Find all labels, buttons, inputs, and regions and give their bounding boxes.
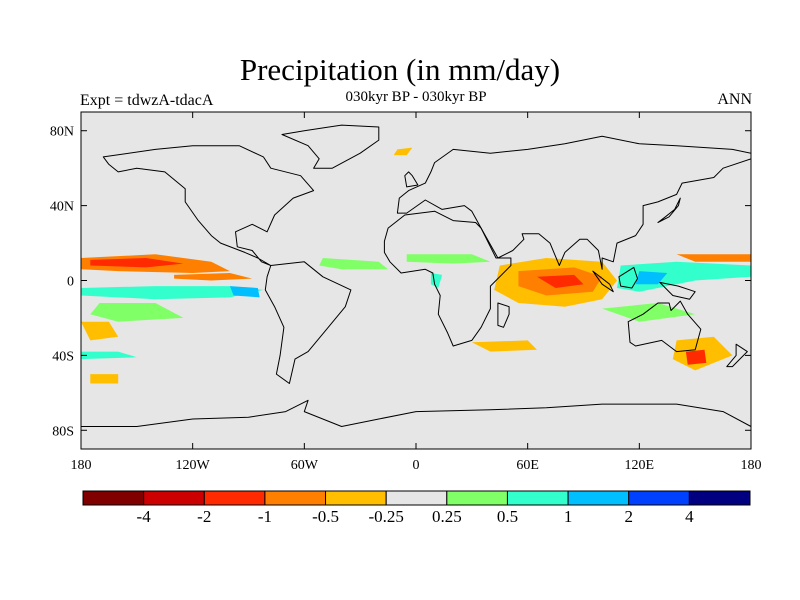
anomaly-south-pacific-wet-band: [81, 286, 264, 300]
anomaly-southern-indian-dry: [471, 340, 537, 352]
colorbar-swatch: [82, 490, 145, 506]
anomaly-southwest-pacific-dry: [81, 321, 119, 341]
coastline-madagascar: [497, 302, 510, 328]
colorbar-swatch: [567, 490, 630, 506]
coastline-antarctica-coast: [81, 399, 751, 427]
colorbar-label: 0.25: [432, 507, 462, 526]
plot-title: Precipitation (in mm/day): [239, 52, 561, 87]
coastline-borneo: [618, 266, 638, 289]
colorbar-label: -4: [137, 507, 152, 526]
coastline-new-guinea: [659, 281, 696, 300]
lon-label: 60W: [291, 458, 319, 473]
coastline-australia: [627, 300, 702, 353]
coastline-layer: [81, 124, 751, 427]
anomaly-north-atlantic-dry: [393, 147, 413, 156]
coastline-africa: [383, 210, 512, 347]
colorbar-swatch: [325, 490, 387, 506]
anomaly-southern-ocean-pacific-wet: [81, 351, 137, 360]
season-label: ANN: [717, 91, 752, 108]
coastline-greenland: [281, 124, 380, 169]
map-axes: 80N 40N 0 40S 80S 180 120W 60W 0 60E 120E 180: [50, 112, 762, 473]
period-subtitle: 030kyr BP - 030kyr BP: [345, 89, 487, 105]
anomaly-central-pacific-dry-core: [90, 258, 184, 268]
coastline-japan: [657, 197, 681, 223]
colorbar-swatch: [143, 490, 205, 506]
colorbar-label: -0.5: [312, 507, 339, 526]
anomaly-maritime-continent-wet: [617, 261, 751, 292]
lat-label: 80N: [50, 125, 74, 140]
colorbar: -4 -2 -1 -0.5 -0.25 0.25 0.5 1 2 4: [82, 490, 751, 526]
coastline-south-america: [264, 261, 352, 384]
lon-label: 120W: [176, 458, 211, 473]
colorbar-swatch: [628, 490, 690, 506]
anomaly-maritime-continent-wet-core: [635, 271, 668, 285]
lon-label: 180: [71, 458, 92, 473]
colorbar-label: -1: [258, 507, 272, 526]
anomaly-indian-ocean-dry-peak: [537, 274, 584, 288]
colorbar-swatch: [688, 490, 751, 506]
anomaly-east-pacific-dry-strip: [174, 273, 253, 281]
lat-label: 0: [67, 275, 74, 290]
coastline-north-america: [102, 145, 315, 266]
coastline-eurasia: [396, 135, 751, 270]
lon-label: 180: [741, 458, 762, 473]
colorbar-swatch: [385, 490, 448, 506]
lon-label: 60E: [516, 458, 539, 473]
coastline-great-britain: [404, 171, 419, 188]
colorbar-label: -2: [197, 507, 211, 526]
lat-label: 40N: [50, 200, 74, 215]
anomaly-layer: [81, 147, 751, 384]
coastline-new-zealand: [726, 343, 748, 368]
anomaly-south-indian-wet: [602, 303, 696, 322]
colorbar-label: 1: [564, 507, 573, 526]
anomaly-tropical-atlantic-wet: [319, 258, 389, 270]
colorbar-swatch: [203, 490, 266, 506]
colorbar-label: 4: [685, 507, 694, 526]
anomaly-sahel-wet: [406, 254, 491, 264]
anomaly-south-pacific-wet-tail: [90, 303, 184, 322]
anomaly-southern-ocean-pacific-dry: [90, 374, 119, 384]
lat-label: 80S: [52, 424, 74, 439]
colorbar-label: 0.5: [497, 507, 518, 526]
colorbar-swatch: [264, 490, 327, 506]
anomaly-tasman-dry-core: [685, 349, 707, 365]
lon-label: 0: [413, 458, 420, 473]
coastline-sumatra: [592, 270, 614, 293]
colorbar-swatch: [446, 490, 508, 506]
colorbar-label: 2: [624, 507, 633, 526]
lat-label: 40S: [52, 349, 74, 364]
colorbar-swatch: [506, 490, 569, 506]
colorbar-label: -0.25: [368, 507, 403, 526]
anomaly-west-pacific-dry: [676, 254, 751, 262]
lon-label: 120E: [625, 458, 655, 473]
experiment-label: Expt = tdwzA-tdacA: [80, 92, 214, 109]
anomaly-south-pacific-wet-core: [229, 286, 260, 298]
